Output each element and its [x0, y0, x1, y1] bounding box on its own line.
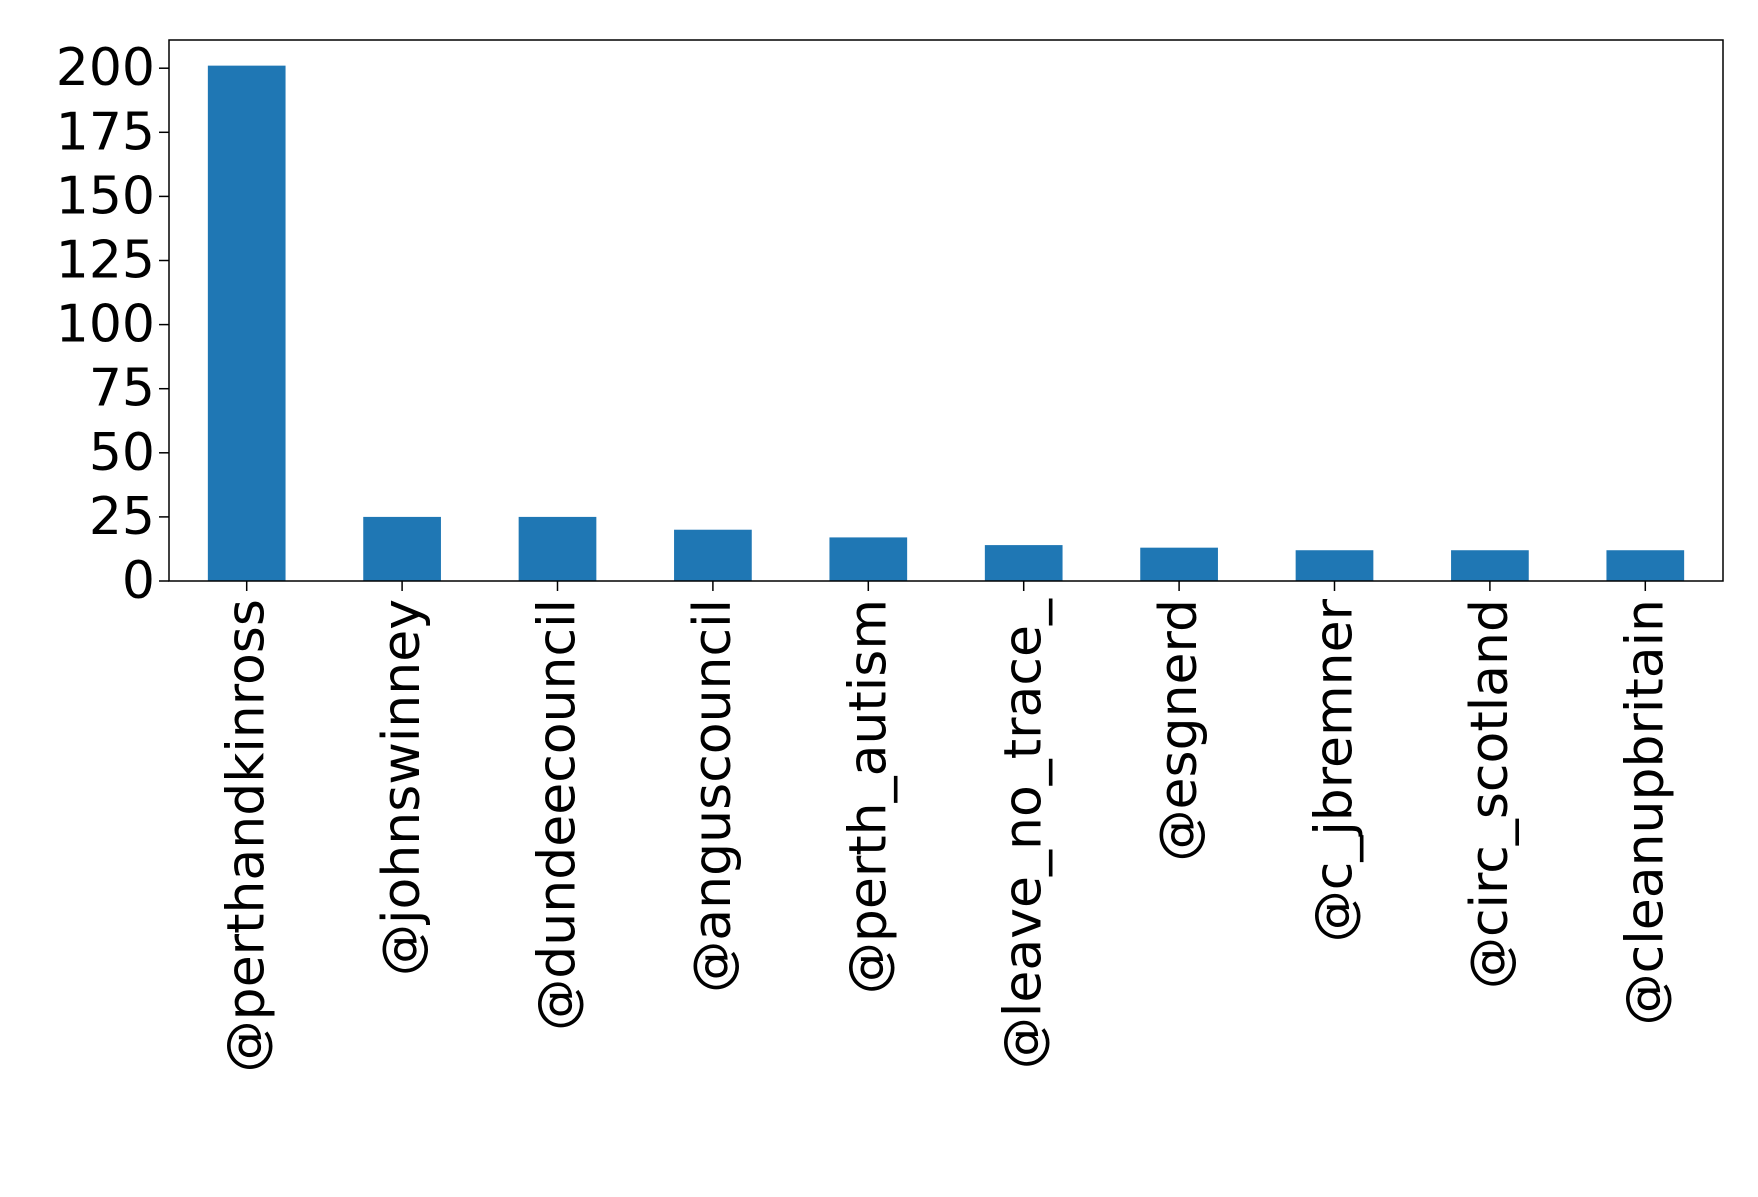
x-tick-label: @circ_scotland [1460, 599, 1520, 989]
bar-circ_scotland [1451, 550, 1529, 581]
bar-dundeecouncil [518, 516, 597, 581]
x-tick-label: @johnswinney [372, 599, 432, 976]
y-tick-label: 0 [122, 551, 155, 611]
bar-perth_autism [829, 537, 908, 581]
x-tick-label: @dundeecouncil [528, 599, 588, 1031]
bar-anguscouncil [674, 529, 752, 581]
bar-esgnerd [1140, 547, 1218, 581]
bar-leave_no_trace_ [984, 545, 1063, 581]
y-tick-label: 150 [56, 166, 155, 226]
x-tick-label: @cleanupbritain [1615, 599, 1675, 1025]
bar-johnswinney [363, 516, 441, 581]
y-tick-label: 200 [56, 38, 155, 98]
x-tick-label: @esgnerd [1149, 599, 1209, 862]
x-tick-label: @anguscouncil [683, 599, 743, 993]
x-tick-label: @c_jbremner [1305, 598, 1365, 942]
y-tick-label: 175 [56, 102, 155, 162]
y-tick-label: 50 [89, 423, 155, 483]
plot-frame [168, 39, 1724, 582]
bar-c_jbremner [1295, 550, 1374, 581]
x-axis: @perthandkinross @johnswinney @dundeecounc… [217, 581, 1675, 1072]
y-tick-label: 100 [56, 295, 155, 355]
bars-group [207, 65, 1685, 581]
x-tick-label: @leave_no_trace_ [994, 598, 1054, 1069]
y-tick-label: 25 [89, 487, 155, 547]
bar-cleanupbritain [1606, 550, 1685, 581]
x-tick-label: @perthandkinross [217, 599, 277, 1072]
x-tick-label: @perth_autism [838, 599, 898, 994]
bar-perthandkinross [207, 65, 286, 581]
y-tick-label: 125 [56, 231, 155, 291]
y-tick-label: 75 [89, 359, 155, 419]
